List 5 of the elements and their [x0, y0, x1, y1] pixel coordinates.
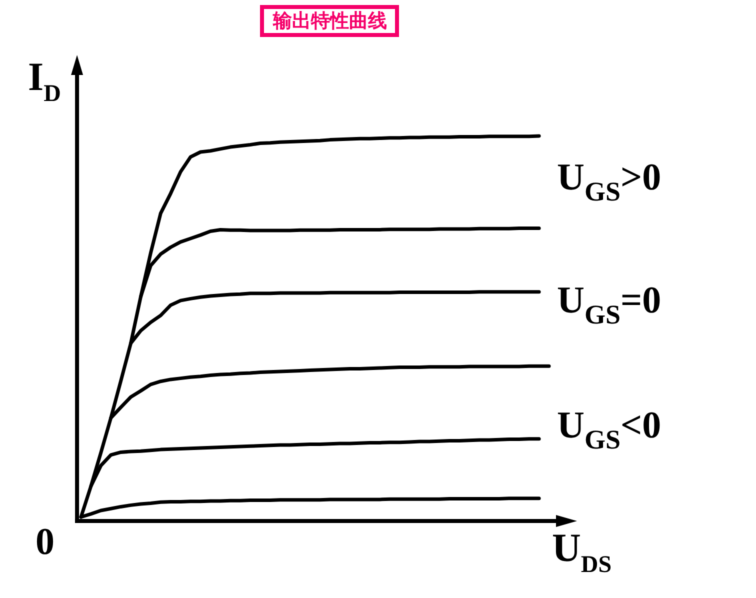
title: 输出特性曲线: [260, 5, 399, 37]
y-axis-title: I$_{D}$: [28, 54, 61, 107]
chart-title: 输出特性曲线: [272, 10, 387, 32]
note-origin: 0: [36, 520, 55, 563]
x-axis-title: U$_{DS}$: [552, 525, 612, 578]
